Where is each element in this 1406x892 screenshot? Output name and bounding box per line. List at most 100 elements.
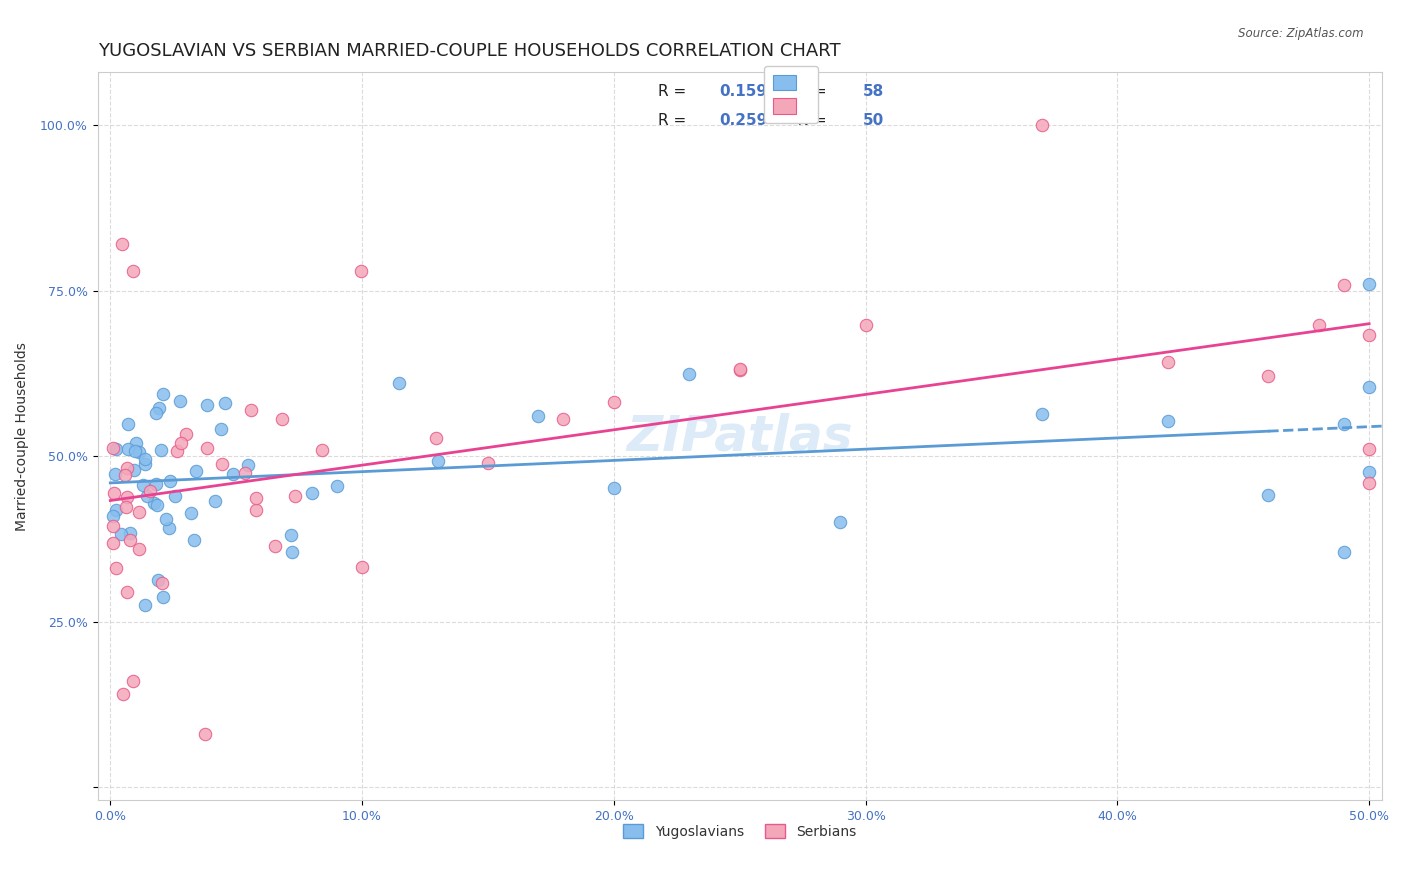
Point (1031, 407, 1053, 421)
Point (284, 489, 307, 503)
Point (301, 486, 323, 500)
Point (855, 318, 877, 332)
Point (150, 443, 173, 458)
Point (728, 363, 751, 377)
Point (128, 445, 150, 459)
Point (1157, 355, 1180, 369)
Point (152, 590, 174, 604)
Text: Source: ZipAtlas.com: Source: ZipAtlas.com (1239, 27, 1364, 40)
Text: 58: 58 (863, 85, 884, 99)
Point (281, 545, 304, 559)
Text: 0.259: 0.259 (718, 112, 768, 128)
Point (527, 409, 550, 423)
Point (311, 443, 333, 458)
Point (125, 435, 148, 450)
Point (142, 496, 165, 510)
Point (152, 387, 174, 401)
Point (1358, 465, 1381, 479)
Point (236, 458, 259, 472)
Point (553, 411, 575, 425)
Point (477, 457, 499, 471)
Point (678, 367, 700, 381)
Point (603, 482, 626, 496)
Point (195, 398, 218, 412)
Point (233, 466, 256, 480)
Point (103, 486, 125, 500)
Point (117, 417, 139, 431)
Point (134, 457, 156, 471)
Point (105, 503, 128, 517)
Point (105, 561, 128, 575)
Point (1031, 119, 1053, 133)
Point (122, 264, 145, 278)
Point (183, 533, 205, 547)
Point (326, 478, 349, 492)
Point (1358, 380, 1381, 394)
Point (169, 394, 191, 409)
Text: R =: R = (658, 112, 690, 128)
Point (245, 491, 267, 505)
Point (104, 467, 127, 482)
Point (1257, 488, 1279, 502)
Point (103, 441, 125, 455)
Point (145, 477, 167, 491)
Point (830, 515, 852, 529)
Point (209, 422, 232, 436)
Point (121, 674, 143, 689)
Point (115, 500, 138, 515)
Point (101, 509, 124, 524)
Point (1333, 277, 1355, 292)
Point (146, 573, 169, 587)
Point (124, 444, 146, 458)
Point (114, 468, 136, 483)
Point (157, 520, 180, 534)
Point (139, 483, 162, 498)
Point (145, 406, 167, 420)
Point (134, 451, 156, 466)
Text: 0.159: 0.159 (718, 85, 768, 99)
Text: ZIPatlas: ZIPatlas (627, 412, 853, 460)
Point (134, 598, 156, 612)
Point (132, 478, 155, 492)
Point (603, 395, 626, 409)
Point (115, 461, 138, 475)
Point (169, 435, 191, 450)
Point (163, 489, 186, 503)
Point (426, 454, 449, 468)
Point (211, 457, 233, 471)
Point (350, 264, 373, 278)
Point (115, 585, 138, 599)
Point (280, 528, 302, 542)
Point (270, 412, 292, 426)
Point (1358, 277, 1381, 292)
Point (204, 494, 226, 508)
Point (128, 541, 150, 556)
Text: N =: N = (783, 85, 832, 99)
Text: YUGOSLAVIAN VS SERBIAN MARRIED-COUPLE HOUSEHOLDS CORRELATION CHART: YUGOSLAVIAN VS SERBIAN MARRIED-COUPLE HO… (97, 42, 841, 60)
Point (214, 396, 236, 410)
Text: N =: N = (783, 112, 832, 128)
Point (263, 539, 285, 553)
Point (159, 474, 181, 488)
Point (135, 489, 157, 503)
Point (111, 687, 134, 701)
Point (128, 505, 150, 519)
Point (194, 727, 217, 741)
Point (1157, 414, 1180, 428)
Point (145, 498, 167, 512)
Point (111, 237, 134, 252)
Text: R =: R = (658, 85, 690, 99)
Point (118, 533, 141, 547)
Point (155, 512, 177, 526)
Point (1257, 368, 1279, 383)
Point (122, 463, 145, 477)
Point (728, 362, 751, 376)
Point (166, 443, 188, 458)
Point (245, 502, 267, 516)
Point (174, 427, 197, 442)
Point (115, 491, 138, 505)
Point (1358, 442, 1381, 456)
Point (222, 467, 245, 481)
Point (1308, 318, 1330, 333)
Point (239, 403, 262, 417)
